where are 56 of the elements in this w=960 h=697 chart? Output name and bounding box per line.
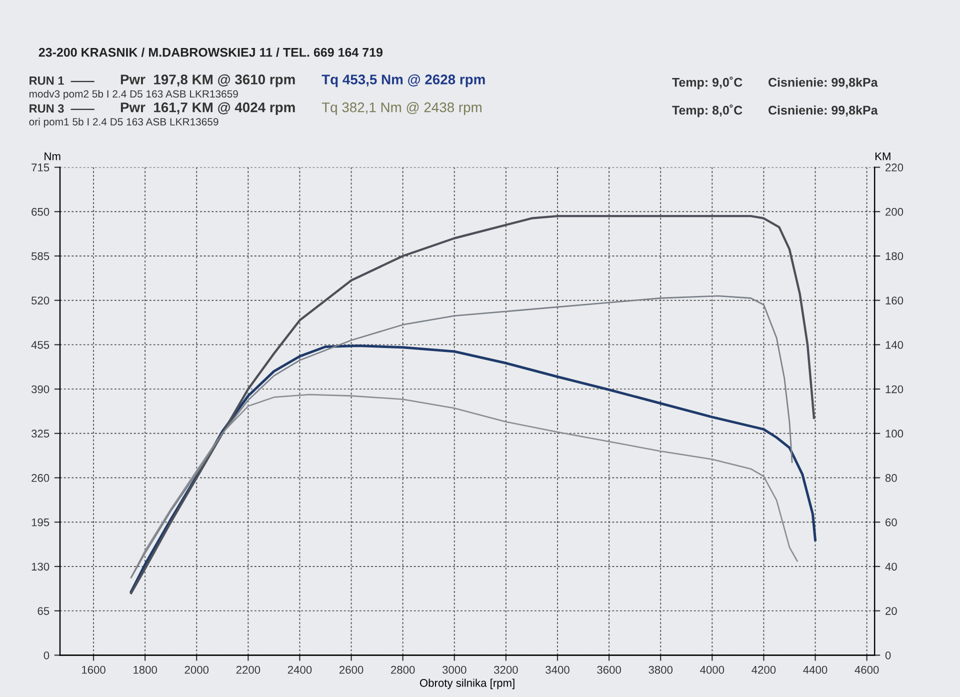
text: 23-200 KRASNIK / M.DABROWSKIEJ 11 / TEL. 669 164 719: [38, 48, 383, 57]
y2-tick-label: 160: [886, 296, 904, 304]
y2-tick-label: 100: [886, 430, 904, 438]
x-tick-label: 2600: [339, 666, 364, 674]
x-tick-label: 3400: [546, 666, 570, 674]
y-tick-label: 455: [31, 341, 50, 349]
y-tick-label: 650: [32, 208, 50, 216]
x-tick-label: 2000: [184, 666, 209, 674]
y2-tick-label: 20: [886, 607, 897, 615]
text: Cisnienie: 99,8kPa: [768, 78, 878, 89]
y2-tick-label: 180: [886, 252, 904, 260]
text: ori pom1 5b I 2.4 D5 163 ASB LKR13659: [29, 118, 218, 128]
y-tick-label: 195: [32, 518, 50, 526]
y2-tick-label: 120: [886, 385, 904, 394]
y2-tick-label: 220: [886, 164, 904, 172]
y-tick-label: 130: [32, 562, 50, 571]
y2-tick-label: 80: [885, 474, 897, 482]
y-tick-label: 390: [31, 385, 50, 394]
x-tick-label: 2400: [288, 666, 312, 674]
x-tick-label: 3800: [648, 666, 673, 674]
y-axis-title: Nm: [44, 152, 60, 160]
text: RUN 1 ——: [30, 76, 94, 85]
y2-tick-label: 0: [885, 651, 891, 660]
x-tick-label: 1600: [82, 666, 106, 674]
text: Cisnienie: 99,8kPa: [768, 105, 878, 116]
y-tick-label: 65: [38, 607, 50, 615]
text: Temp: 9,0˚C: [672, 76, 742, 90]
x-tick-label: 1800: [134, 666, 157, 674]
text: Tq 453,5 Nm @ 2628 rpm: [322, 74, 485, 88]
x-tick-label: 3000: [442, 666, 466, 674]
x-tick-label: 2200: [236, 666, 260, 674]
y-tick-label: 715: [32, 164, 50, 172]
x-tick-label: 4200: [752, 666, 776, 674]
y2-tick-label: 60: [886, 518, 897, 526]
text: modv3 pom2 5b I 2.4 D5 163 ASB LKR13659: [29, 90, 238, 100]
x-axis-title: Obroty silnika [rpm]: [420, 678, 514, 690]
text: Tq 382,1 Nm @ 2438 rpm: [322, 102, 482, 116]
text: RUN 3 ——: [30, 104, 94, 113]
x-tick-label: 4400: [803, 666, 828, 674]
y2-tick-label: 40: [885, 562, 897, 571]
y-tick-label: 585: [31, 252, 50, 260]
y2-axis-title: KM: [875, 152, 890, 160]
y-tick-label: 325: [31, 430, 50, 438]
y2-tick-label: 200: [886, 208, 904, 216]
x-tick-label: 2800: [391, 666, 415, 674]
x-tick-label: 3600: [597, 666, 621, 674]
text: Pwr 161,7 KM @ 4024 rpm: [120, 102, 295, 116]
y-tick-label: 0: [44, 651, 50, 660]
text: Temp: 8,0˚C: [672, 104, 742, 118]
x-tick-label: 4600: [854, 666, 879, 674]
x-tick-label: 3200: [494, 666, 518, 674]
text: Pwr 197,8 KM @ 3610 rpm: [120, 74, 295, 88]
x-tick-label: 4000: [700, 666, 724, 674]
y-tick-label: 260: [32, 474, 50, 482]
y-tick-label: 520: [31, 296, 50, 304]
y2-tick-label: 140: [886, 340, 904, 349]
